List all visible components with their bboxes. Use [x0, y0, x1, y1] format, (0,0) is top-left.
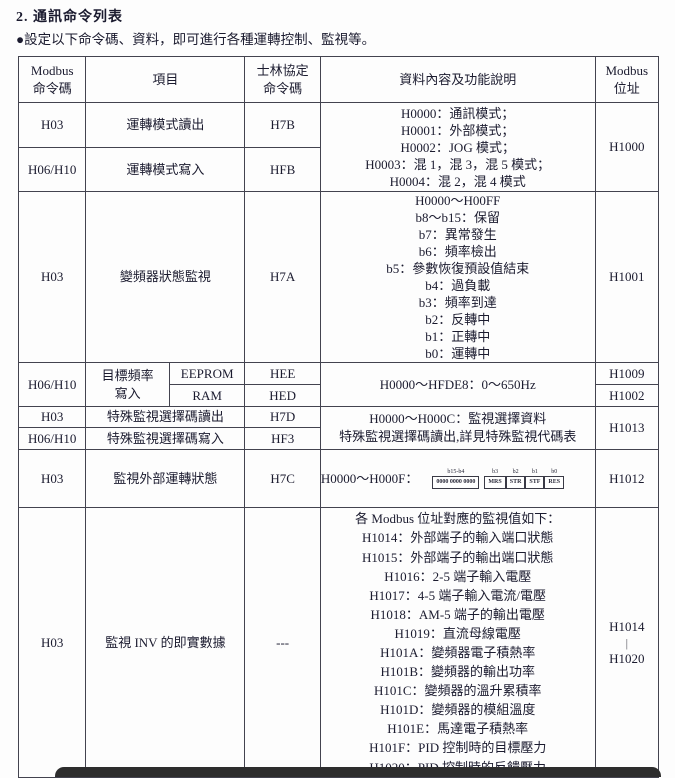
code-cell: H7A — [244, 191, 321, 363]
bit-cell: RES — [544, 476, 565, 489]
code-cell: --- — [244, 507, 321, 778]
bit-column: b2 STR — [505, 468, 526, 489]
bit-label: b15-b4 — [447, 469, 465, 475]
item-cell: 變頻器狀態監視 — [85, 191, 246, 363]
modbus-command-table: Modbus 命令碼 項目 士林協定 命令碼 資料內容及功能說明 Modbus … — [17, 56, 660, 778]
table-row: H03 監視外部運轉狀態 H7C H0000～H000F： b15-b4 000… — [17, 449, 660, 508]
item-cell: 目標頻率 寫入 — [85, 362, 170, 407]
cmd-cell: H03 — [17, 191, 87, 363]
cmd-cell: H06/H10 — [17, 147, 87, 192]
addr-cell: H1009 — [594, 362, 660, 385]
bit-label: b3 — [492, 469, 499, 475]
data-cell: H0000～HFDE8：0～650Hz — [319, 362, 596, 407]
code-cell: H7D — [244, 406, 321, 428]
data-cell: 各 Modbus 位址對應的監視值如下： H1014：外部端子的輸入端口狀態 H… — [319, 507, 596, 778]
addr-range-cell: H1014 | H1020 — [594, 507, 660, 778]
table-row: H03 特殊監視選擇碼讀出 H7D H0000～H000C：監視選擇資料 特殊監… — [17, 406, 660, 450]
addr-separator: | — [625, 635, 628, 650]
bit-column: b15-b4 0000 0000 0000 — [432, 468, 480, 489]
bit-label: b2 — [512, 469, 519, 475]
code-cell: HED — [244, 384, 321, 407]
bit-label: b0 — [551, 469, 558, 475]
code-cell: H7C — [244, 449, 321, 508]
cropped-bottom-bar — [55, 767, 661, 777]
item-cell: 特殊監視選擇碼讀出 — [85, 406, 246, 428]
item-cell: 特殊監視選擇碼寫入 — [85, 427, 246, 450]
cmd-cell: H03 — [17, 102, 87, 148]
code-cell: HFB — [244, 147, 321, 192]
table-row: H03 運轉模式讀出 H7B H0000：通訊模式； H0001：外部模式； H… — [17, 102, 660, 192]
data-cell: H0000～H00FF b8～b15：保留 b7：異常發生 b6：頻率檢出 b5… — [319, 191, 596, 363]
item-cell: 運轉模式寫入 — [85, 147, 246, 192]
sub-item-cell: RAM — [168, 384, 246, 407]
data-cell: H0000：通訊模式； H0001：外部模式； H0002：JOG 模式； H0… — [319, 102, 596, 192]
code-cell: HEE — [244, 362, 321, 385]
bit-column: b1 STF — [525, 468, 545, 489]
table-row: RAM HED H1002 — [19, 384, 660, 407]
bit-cell: STR — [505, 476, 526, 489]
cmd-cell: H06/H10 — [17, 427, 87, 450]
table-row: H06/H10 運轉模式寫入 HFB — [17, 147, 659, 192]
cmd-cell: H03 — [17, 507, 87, 778]
cmd-cell: H03 — [17, 449, 87, 508]
intro-text: ●設定以下命令碼、資料，即可進行各種運轉控制、監視等。 — [16, 32, 376, 47]
data-cell: H0000～H000C：監視選擇資料 特殊監視選擇碼讀出,詳見特殊監視代碼表 — [319, 406, 596, 450]
bit-column: b0 RES — [544, 468, 565, 489]
data-prefix: H0000～H000F： — [320, 470, 419, 486]
addr-top: H1014 — [609, 618, 645, 634]
addr-cell: H1002 — [594, 384, 660, 407]
table-row: H06/H10 目標頻率 寫入 EEPROM HEE H0000～HFDE8：0… — [17, 362, 660, 407]
addr-cell: H1001 — [594, 191, 660, 363]
item-cell: 監視外部運轉狀態 — [85, 449, 246, 508]
sub-item-cell: EEPROM — [168, 362, 246, 385]
cmd-cell: H03 — [17, 406, 87, 428]
item-cell: 運轉模式讀出 — [85, 102, 246, 148]
header-modbus-cmd: Modbus 命令碼 — [17, 56, 87, 103]
table-row: H03 變頻器狀態監視 H7A H0000～H00FF b8～b15：保留 b7… — [17, 191, 660, 363]
table-row: H06/H10 特殊監視選擇碼寫入 HF3 — [17, 427, 659, 450]
header-modbus-addr: Modbus 位址 — [594, 56, 660, 103]
addr-cell: H1013 — [594, 406, 660, 450]
cmd-cell: H06/H10 — [17, 362, 87, 407]
bit-cell: 0000 0000 0000 — [432, 476, 480, 489]
code-cell: HF3 — [244, 427, 321, 450]
code-cell: H7B — [244, 102, 321, 148]
header-data-desc: 資料內容及功能說明 — [319, 56, 596, 103]
table-header-row: Modbus 命令碼 項目 士林協定 命令碼 資料內容及功能說明 Modbus … — [17, 56, 660, 103]
item-cell: 監視 INV 的即實數據 — [85, 507, 246, 778]
header-shihlin-cmd: 士林協定 命令碼 — [244, 56, 321, 103]
addr-cell: H1000 — [594, 102, 660, 192]
table-row: H03 監視 INV 的即實數據 --- 各 Modbus 位址對應的監視值如下… — [17, 507, 660, 778]
page-title: 2. 通訊命令列表 — [16, 10, 123, 25]
bit-cell: MRS — [484, 476, 506, 489]
bit-cell: STF — [525, 476, 545, 489]
header-item: 項目 — [85, 56, 246, 103]
bit-field-diagram: b15-b4 0000 0000 0000 b3 MRS b2 STR b1 S… — [432, 468, 565, 489]
addr-bottom: H1020 — [609, 650, 645, 666]
bit-label: b1 — [531, 469, 538, 475]
bit-column: b3 MRS — [484, 468, 506, 489]
addr-cell: H1012 — [594, 449, 660, 508]
data-cell: H0000～H000F： b15-b4 0000 0000 0000 b3 MR… — [319, 449, 596, 508]
